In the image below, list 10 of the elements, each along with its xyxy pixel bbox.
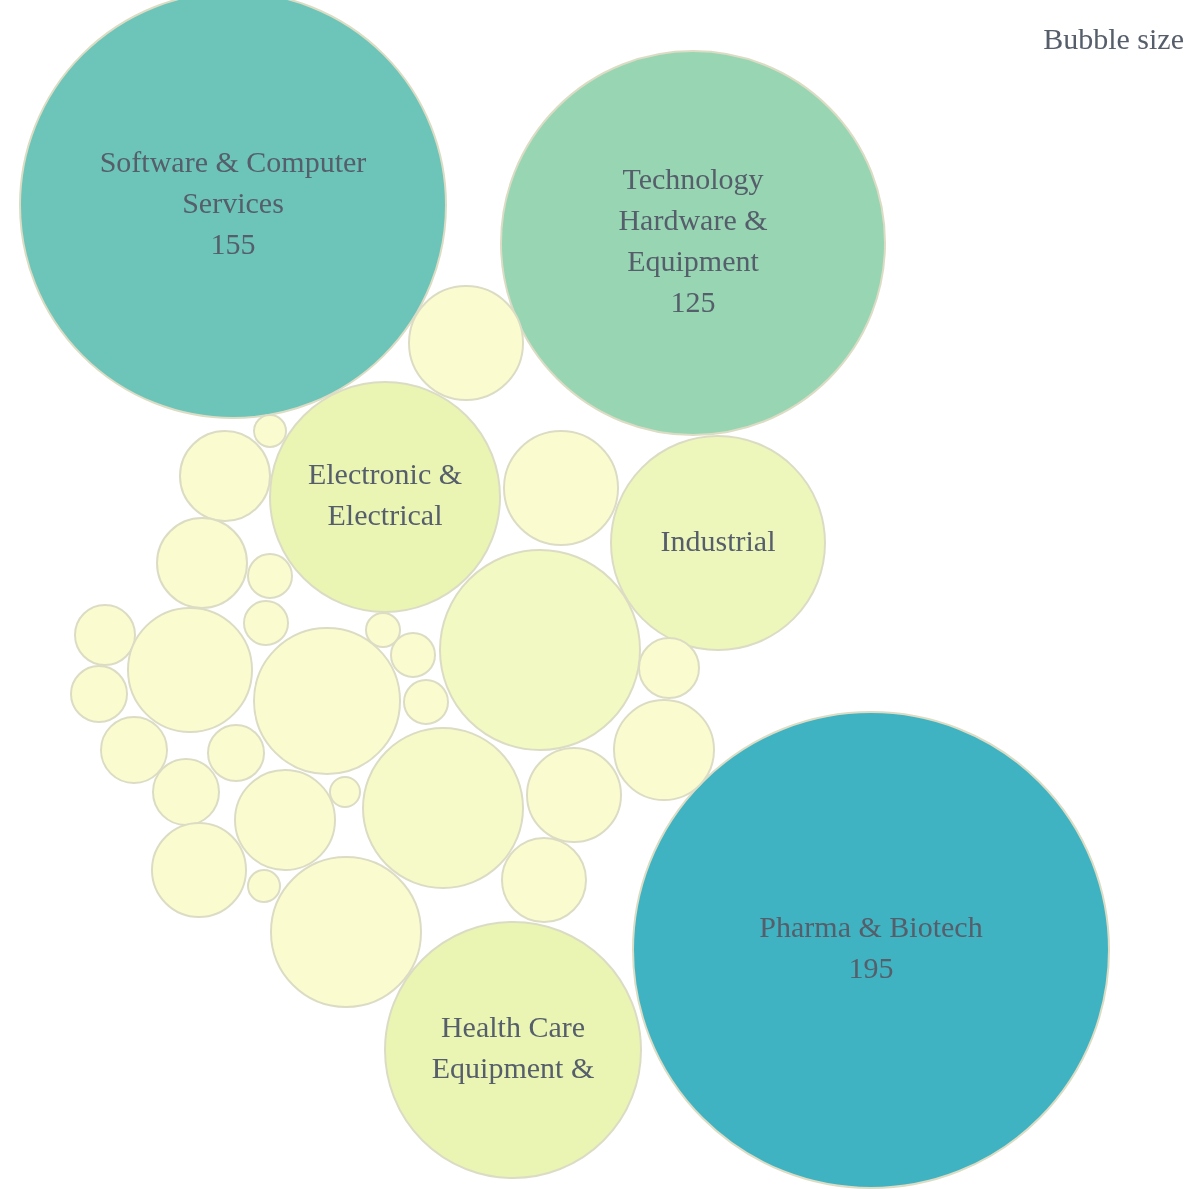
data-label: 155 (210, 226, 256, 260)
data-label: 195 (848, 951, 894, 985)
category-label: Pharma & Biotech (759, 910, 983, 944)
category-label: Industrial (660, 523, 776, 557)
legend-title: Bubble size (1043, 22, 1184, 56)
category-label: Health Care Equipment & (431, 1010, 595, 1085)
category-label: Electronic & Electrical (307, 457, 463, 532)
category-label: Technology Hardware & Equipment (618, 162, 768, 278)
category-label: Software & Computer Services (99, 144, 367, 219)
data-label: 125 (670, 285, 716, 319)
